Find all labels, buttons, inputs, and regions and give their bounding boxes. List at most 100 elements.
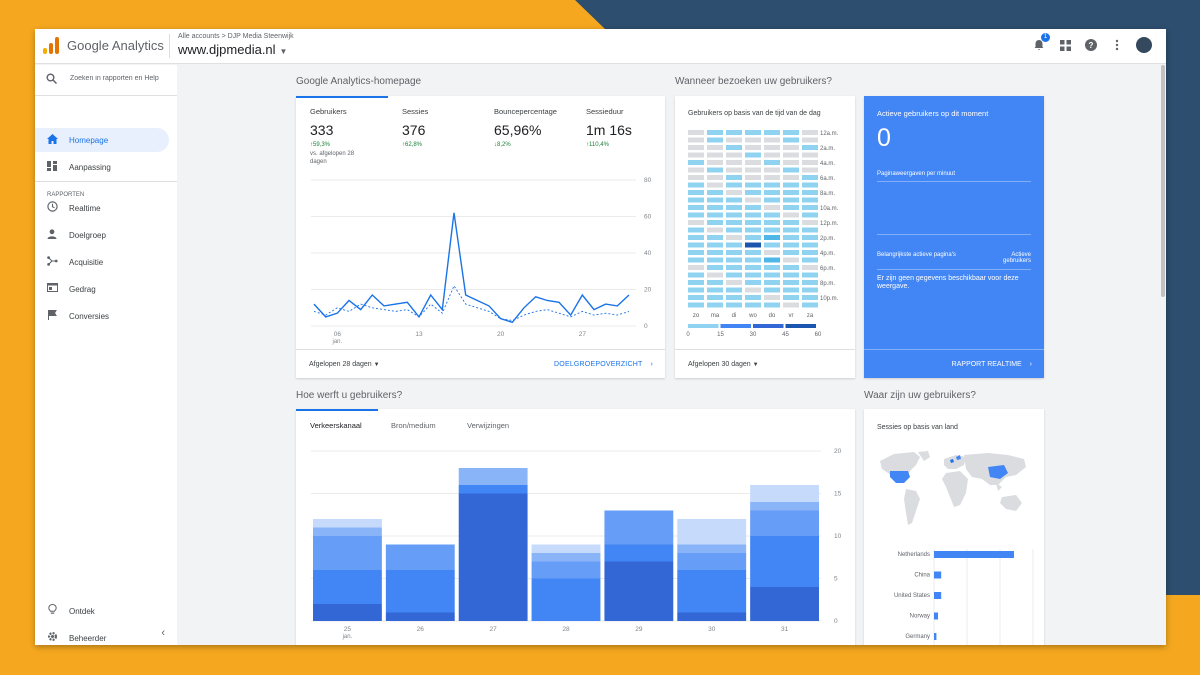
metric-sessions[interactable]: Sessies 376 ↑62,8% [402,107,428,148]
heatmap-cell [802,302,818,308]
heatmap-cell [764,205,780,210]
heatmap-cell [707,250,723,255]
sidebar-item-label: Homepage [69,135,109,145]
heatmap-cell [745,250,761,255]
x-tick-sublabel: jan. [331,339,342,345]
sidebar-item-doelgroep[interactable]: Doelgroep [35,223,169,247]
account-breadcrumb[interactable]: Alle accounts > DJP Media Steenwijk [178,33,294,40]
lightbulb-icon [46,603,58,618]
metric-value: 333 [310,122,334,138]
bar-segment [750,587,819,621]
heatmap-cell [802,250,818,255]
sidebar-item-gedrag[interactable]: Gedrag [35,277,169,301]
y-tick-label: 60 [644,214,652,221]
heatmap-cell [783,160,799,165]
collapse-sidebar-icon[interactable]: ‹ [161,627,165,639]
heatmap-cell [764,295,780,300]
audience-overview-link[interactable]: DOELGROEPOVERZICHT › [554,361,653,368]
bar-segment [531,553,601,562]
sidebar-item-aanpassing[interactable]: Aanpassing [35,155,169,179]
x-tick-label: 26 [417,626,425,633]
heatmap-cell [707,257,723,263]
apps-grid-icon[interactable] [1058,38,1072,52]
bar-segment [750,502,819,511]
heatmap-cell [745,287,761,293]
country-bar [934,612,938,620]
metric-duration[interactable]: Sessieduur 1m 16s ↑110,4% [586,107,632,148]
more-vert-icon[interactable] [1110,38,1124,52]
heatmap-range-selector[interactable]: Afgelopen 30 dagen ▼ [688,361,759,368]
chevron-down-icon: ▼ [373,362,380,368]
x-tick-label: 27 [579,331,587,338]
date-range-selector[interactable]: Afgelopen 28 dagen ▼ [309,361,380,368]
metric-label: Sessies [402,107,429,116]
realtime-report-link[interactable]: RAPPORT REALTIME › [952,361,1032,368]
heatmap-cell [764,220,780,225]
x-tick-label: 13 [415,331,423,338]
metric-users[interactable]: Gebruikers 333 ↑59,3% vs. afgelopen 28 d… [310,107,368,166]
x-tick-label: 30 [708,626,716,633]
help-icon[interactable]: ? [1084,38,1098,52]
heatmap-cell [726,145,742,150]
metric-compare: vs. afgelopen 28 dagen [310,151,355,165]
property-selector[interactable]: www.djpmedia.nl ▼ [178,42,287,57]
header-divider [169,34,170,58]
heatmap-cell [745,182,761,188]
metric-bounce[interactable]: Bouncepercentage 65,96% ↓8,2% [494,107,557,148]
heatmap-cell [764,130,780,135]
heatmap-cell [688,175,704,180]
tab-verkeerskanaal[interactable]: Verkeerskanaal [310,421,362,430]
heatmap-cell [688,145,704,150]
bar-segment [677,570,747,613]
heatmap-cell [745,242,761,248]
search-input[interactable]: Zoeken in rapporten en Help [70,75,159,82]
sidebar-item-homepage[interactable]: Homepage [35,128,169,152]
heatmap-cell [764,167,780,173]
legend-swatch [720,324,751,328]
user-avatar[interactable] [1136,37,1152,53]
country-label: China [914,573,930,579]
heatmap-cell [764,280,780,285]
heatmap-cell [707,220,723,225]
heatmap-cell [726,197,742,203]
sidebar-item-acquisitie[interactable]: Acquisitie [35,250,169,274]
scrollbar-thumb[interactable] [1161,65,1165,297]
heatmap-cell [764,152,780,158]
metric-delta: ↓8,2% [494,142,511,148]
series-line-current [313,212,630,324]
heatmap-cell [745,130,761,135]
country-label: Netherlands [898,552,930,558]
notifications-icon[interactable]: 1 [1032,33,1050,52]
heatmap-cell [764,227,780,233]
sidebar-item-conversies[interactable]: Conversies [35,304,169,328]
heatmap-cell [783,137,799,143]
sidebar-item-label: Gedrag [69,284,96,294]
heatmap-cell [764,145,780,150]
acquisition-card: Verkeerskanaal Bron/medium Verwijzingen … [296,409,855,645]
heatmap-cell [726,242,742,248]
heatmap-cell [745,160,761,165]
bar-segment [677,553,747,570]
x-tick-label: 06 [334,331,342,338]
realtime-title: Actieve gebruikers op dit moment [877,109,989,118]
tab-verwijzingen[interactable]: Verwijzingen [467,421,510,430]
heatmap-cell [707,272,723,278]
heatmap-cell [802,145,818,150]
analytics-logo-icon [43,37,59,54]
heatmap-cell [726,235,742,240]
sidebar-item-beheerder[interactable]: Beheerder [35,626,169,645]
heatmap-cell [802,137,818,143]
gear-icon [46,631,58,645]
sidebar-item-ontdek[interactable]: Ontdek [35,599,169,623]
when-section-title: Wanneer bezoeken uw gebruikers? [675,76,832,87]
heatmap-cell [745,152,761,158]
scrollbar[interactable] [1160,65,1166,645]
search-bar[interactable]: Zoeken in rapporten en Help [35,65,177,95]
tab-bron-medium[interactable]: Bron/medium [391,421,436,430]
section-label-reports: RAPPORTEN [47,192,85,198]
sidebar-item-realtime[interactable]: Realtime [35,196,169,220]
bar-segment [604,510,674,545]
heatmap-cell [745,257,761,263]
y-tick-label: 20 [644,287,652,294]
legend-tick-label: 60 [815,332,822,338]
